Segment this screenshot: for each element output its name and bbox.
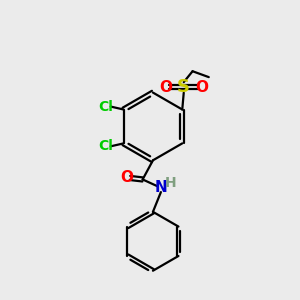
- Text: O: O: [196, 80, 208, 95]
- Text: H: H: [164, 176, 176, 190]
- Text: O: O: [159, 80, 172, 95]
- Text: Cl: Cl: [98, 139, 113, 153]
- Text: N: N: [154, 180, 167, 195]
- Text: O: O: [120, 170, 133, 185]
- Text: S: S: [177, 78, 190, 96]
- Text: Cl: Cl: [98, 100, 113, 114]
